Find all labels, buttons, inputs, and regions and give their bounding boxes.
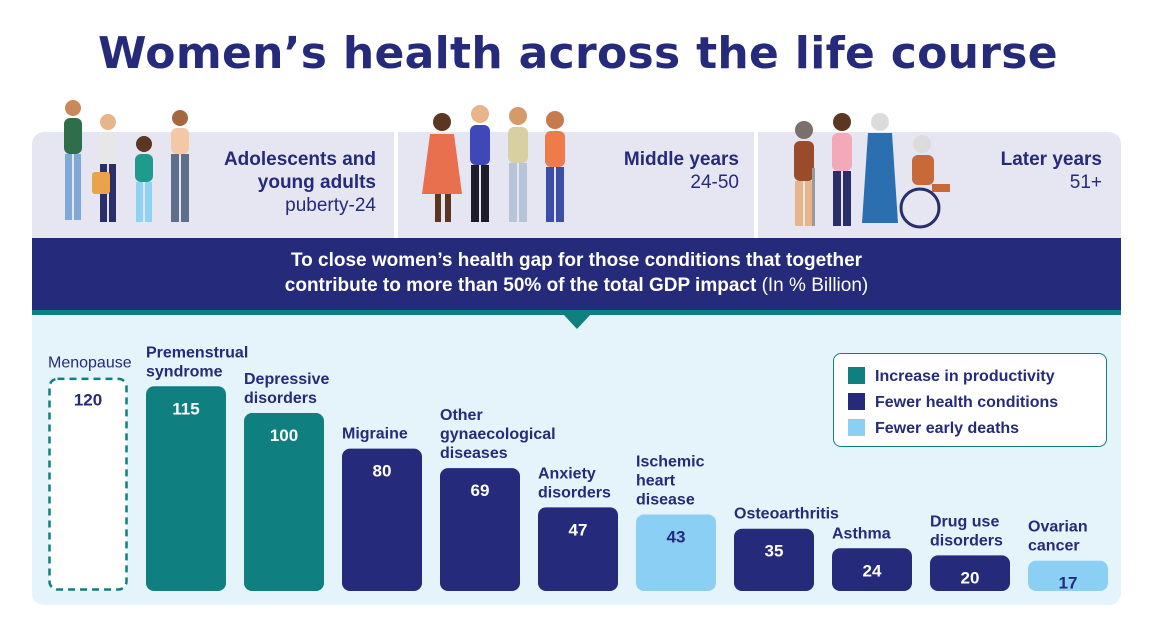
banner-pointer [563, 314, 591, 329]
middle-years-women-illustration [422, 105, 565, 222]
stage-middle-ages: 24-50 [690, 172, 739, 193]
banner-divider [32, 310, 1121, 315]
banner-line2-unit: (In % Billion) [756, 275, 869, 296]
stage-adolescents-name-line1: Adolescents and [223, 149, 376, 170]
legend-label-productivity: Increase in productivity [875, 368, 1055, 385]
stage-adolescents-ages: puberty-24 [285, 195, 376, 216]
legend-item-health: Fewer health conditions [848, 393, 1058, 412]
legend-label-health: Fewer health conditions [875, 394, 1059, 411]
legend-swatch-productivity [848, 367, 865, 384]
banner-line2-bold: contribute to more than 50% of the total… [284, 275, 757, 296]
legend-item-productivity: Increase in productivity [848, 367, 1055, 386]
chart-heading-banner: To close women’s health gap for those co… [32, 238, 1121, 310]
stage-adolescents-name-line2: young adults [257, 172, 376, 193]
page-title: Women’s health across the life course [98, 28, 1058, 79]
stage-later-name: Later years [1000, 149, 1102, 170]
stage-middle-name: Middle years [623, 149, 739, 170]
stage-adolescents-label: Adolescents and young adults puberty-24 [200, 148, 376, 217]
legend-label-deaths: Fewer early deaths [875, 420, 1020, 437]
adolescent-women-illustration [64, 100, 189, 222]
stage-middle-label: Middle years 24-50 [580, 148, 739, 194]
legend-swatch-deaths [848, 419, 865, 436]
legend-item-deaths: Fewer early deaths [848, 419, 1019, 438]
banner-line1: To close women’s health gap for those co… [290, 250, 863, 271]
later-years-women-illustration [794, 113, 950, 229]
stage-later-ages: 51+ [1069, 172, 1102, 193]
legend-swatch-health [848, 393, 865, 410]
chart-legend: Increase in productivity Fewer health co… [833, 353, 1107, 447]
stage-later-label: Later years 51+ [940, 148, 1102, 194]
